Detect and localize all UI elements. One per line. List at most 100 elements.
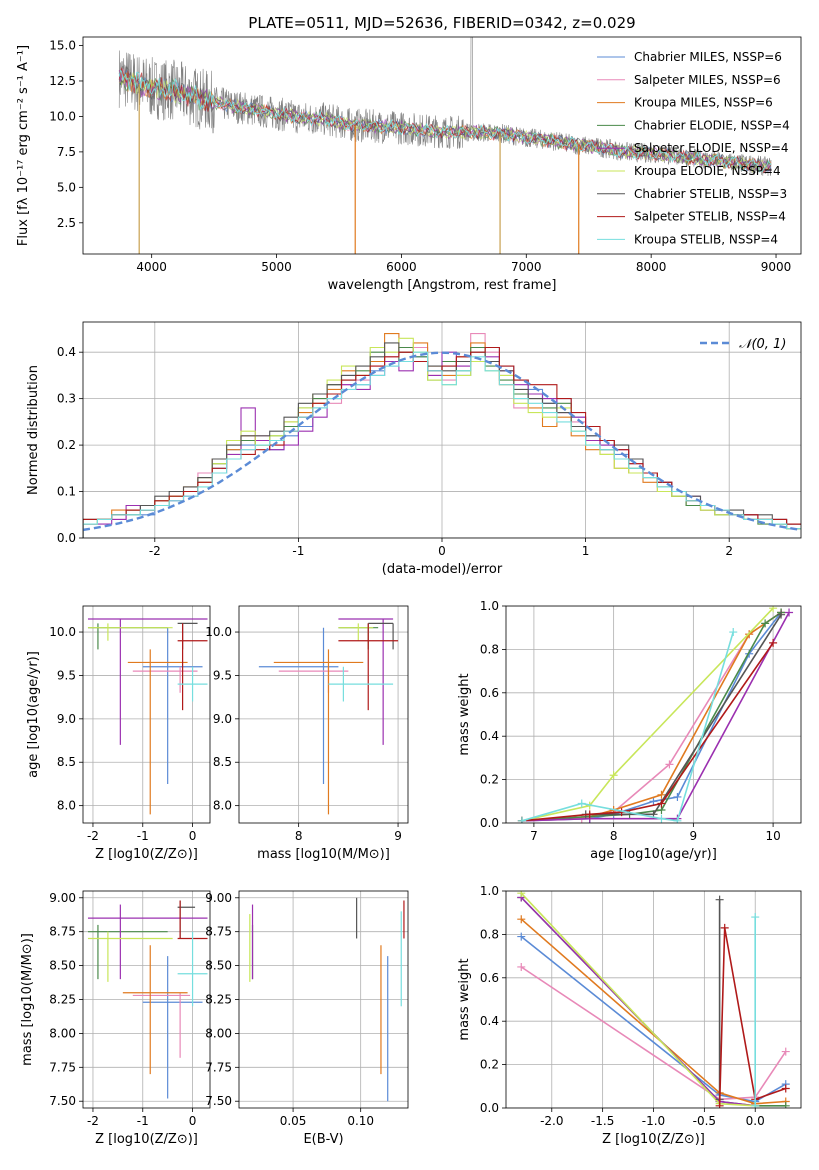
y-tick-label: 0.0 (57, 531, 76, 545)
legend-label: Chabrier ELODIE, NSSP=4 (634, 118, 790, 132)
y-axis-label: mass weight (457, 673, 472, 755)
weight-line-8 (718, 927, 786, 1106)
y-tick-label: 1.0 (480, 884, 499, 898)
weight-marker (729, 628, 738, 637)
x-tick-label: -1 (137, 829, 149, 843)
y-tick-label: 15.0 (49, 39, 76, 53)
weight-marker (785, 608, 794, 617)
plot-area (118, 37, 772, 254)
gaussian-curve (83, 351, 801, 532)
y-tick-label: 7.50 (49, 1094, 76, 1108)
x-tick-label: 9 (394, 829, 402, 843)
panel-4: 8 9 8.0 8.5 9.0 9.5 10.0 mass [log10(M/M⊙)] (205, 605, 409, 862)
weight-line-9 (521, 631, 734, 822)
weight-line-3 (521, 611, 782, 822)
axes-frame (238, 605, 409, 824)
x-axis-label: wavelength [Angstrom, rest frame] (328, 278, 557, 293)
x-tick-label: 8000 (636, 260, 667, 274)
y-tick-label: 9.0 (57, 712, 76, 726)
plot-area (506, 606, 801, 823)
weight-marker (781, 1084, 790, 1093)
x-tick-label: 7000 (511, 260, 542, 274)
y-tick-label: 8.5 (57, 755, 76, 769)
x-tick-label: 9 (690, 829, 698, 843)
weight-marker (577, 799, 586, 808)
weight-line-6 (521, 607, 774, 822)
weight-line-4 (521, 611, 782, 822)
y-tick-label: 9.00 (205, 891, 232, 905)
x-tick-label: 8 (610, 829, 618, 843)
panel-6: -2 -1 0 7.50 7.75 8.00 8.25 8.50 8.75 9.00 Z [log1… (20, 890, 211, 1147)
axes-frame (82, 890, 211, 1109)
y-tick-label: 0.8 (480, 927, 499, 941)
x-tick-label: -2 (87, 829, 99, 843)
y-tick-label: 8.00 (49, 1026, 76, 1040)
y-tick-label: 8.75 (49, 925, 76, 939)
y-tick-label: 10.0 (205, 625, 232, 639)
y-tick-label: 5.0 (57, 180, 76, 194)
panel-2: -2 -1 0 1 2 0.0 0.1 0.2 0.3 0.4 (data-model)/error… (26, 321, 802, 577)
weight-line-2 (521, 611, 782, 822)
weight-marker (517, 915, 526, 924)
axes-frame (238, 890, 409, 1109)
weight-marker (673, 816, 682, 823)
plot-area (83, 322, 801, 538)
plot-area (239, 606, 408, 823)
y-tick-label: 8.0 (57, 799, 76, 813)
y-tick-label: 12.5 (49, 74, 76, 88)
x-tick-label: 0.0 (746, 1114, 765, 1128)
x-tick-label: 7 (530, 829, 538, 843)
weight-marker (657, 790, 666, 799)
x-tick-label: 1 (582, 544, 590, 558)
y-tick-label: 10.0 (49, 109, 76, 123)
x-tick-label: -2 (87, 1114, 99, 1128)
panel-7: 0.05 0.10 7.50 7.75 8.00 8.25 8.50 8.75 9.00 E(B-… (205, 890, 409, 1147)
axes-frame (82, 321, 802, 539)
x-tick-label: -1 (137, 1114, 149, 1128)
weight-marker (781, 1047, 790, 1056)
y-tick-label: 2.5 (57, 216, 76, 230)
y-tick-label: 8.00 (205, 1026, 232, 1040)
x-axis-label: E(B-V) (303, 1132, 343, 1147)
x-axis-label: Z [log10(Z/Z⊙)] (602, 1132, 705, 1147)
weight-line-1 (521, 612, 782, 822)
weight-marker (585, 810, 594, 819)
panel-1: 4000 5000 6000 7000 8000 9000 2.5 5.0 7.5 10.0 12.… (16, 14, 802, 293)
weight-marker (720, 923, 729, 932)
weight-marker (777, 610, 786, 619)
plot-area (83, 891, 210, 1108)
weight-marker (517, 891, 526, 898)
x-tick-label: 0.10 (347, 1114, 374, 1128)
x-tick-label: 0 (189, 1114, 197, 1128)
y-axis-label: Normed distribution (26, 365, 41, 495)
plot-area (239, 891, 408, 1108)
y-tick-label: 8.75 (205, 925, 232, 939)
y-tick-label: 0.0 (480, 1101, 499, 1115)
y-tick-label: 9.0 (213, 712, 232, 726)
weight-marker (751, 913, 760, 922)
weight-line-8 (521, 642, 774, 822)
x-axis-label: (data-model)/error (382, 562, 503, 577)
y-tick-label: 0.1 (57, 485, 76, 499)
y-tick-label: 0.8 (480, 642, 499, 656)
axes-frame (82, 36, 802, 255)
panel-3: -2 -1 0 8.0 8.5 9.0 9.5 10.0 Z [log10(Z/Z⊙)] age … (26, 605, 211, 862)
x-tick-label: 0 (438, 544, 446, 558)
axes-frame (505, 605, 802, 824)
x-tick-label: -0.5 (693, 1114, 716, 1128)
y-axis-label: Flux [fλ 10⁻¹⁷ erg cm⁻² s⁻¹ A⁻¹] (16, 45, 31, 246)
axes-frame (82, 605, 211, 824)
y-tick-label: 9.5 (57, 668, 76, 682)
y-tick-label: 9.5 (213, 668, 232, 682)
x-tick-label: 2 (725, 544, 733, 558)
legend: Chabrier MILES, NSSP=6 Salpeter MILES, NS… (597, 50, 790, 246)
y-tick-label: 10.0 (49, 625, 76, 639)
x-tick-label: -2 (149, 544, 161, 558)
weight-marker (649, 797, 658, 806)
weight-marker (769, 606, 778, 613)
y-axis-label: age [log10(age/yr)] (26, 651, 41, 778)
plot-area (83, 606, 210, 823)
x-tick-label: 10 (765, 829, 780, 843)
plot-area (506, 891, 801, 1108)
